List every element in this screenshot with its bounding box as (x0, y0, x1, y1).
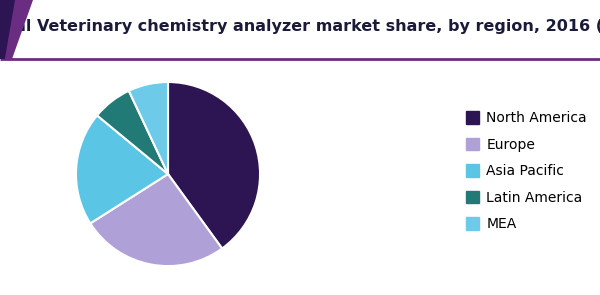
Legend: North America, Europe, Asia Pacific, Latin America, MEA: North America, Europe, Asia Pacific, Lat… (466, 111, 587, 231)
Wedge shape (76, 115, 168, 223)
Wedge shape (97, 91, 168, 174)
Text: Global Veterinary chemistry analyzer market share, by region, 2016 (%): Global Veterinary chemistry analyzer mar… (0, 19, 600, 34)
Wedge shape (90, 174, 222, 266)
Wedge shape (168, 82, 260, 248)
Wedge shape (129, 82, 168, 174)
